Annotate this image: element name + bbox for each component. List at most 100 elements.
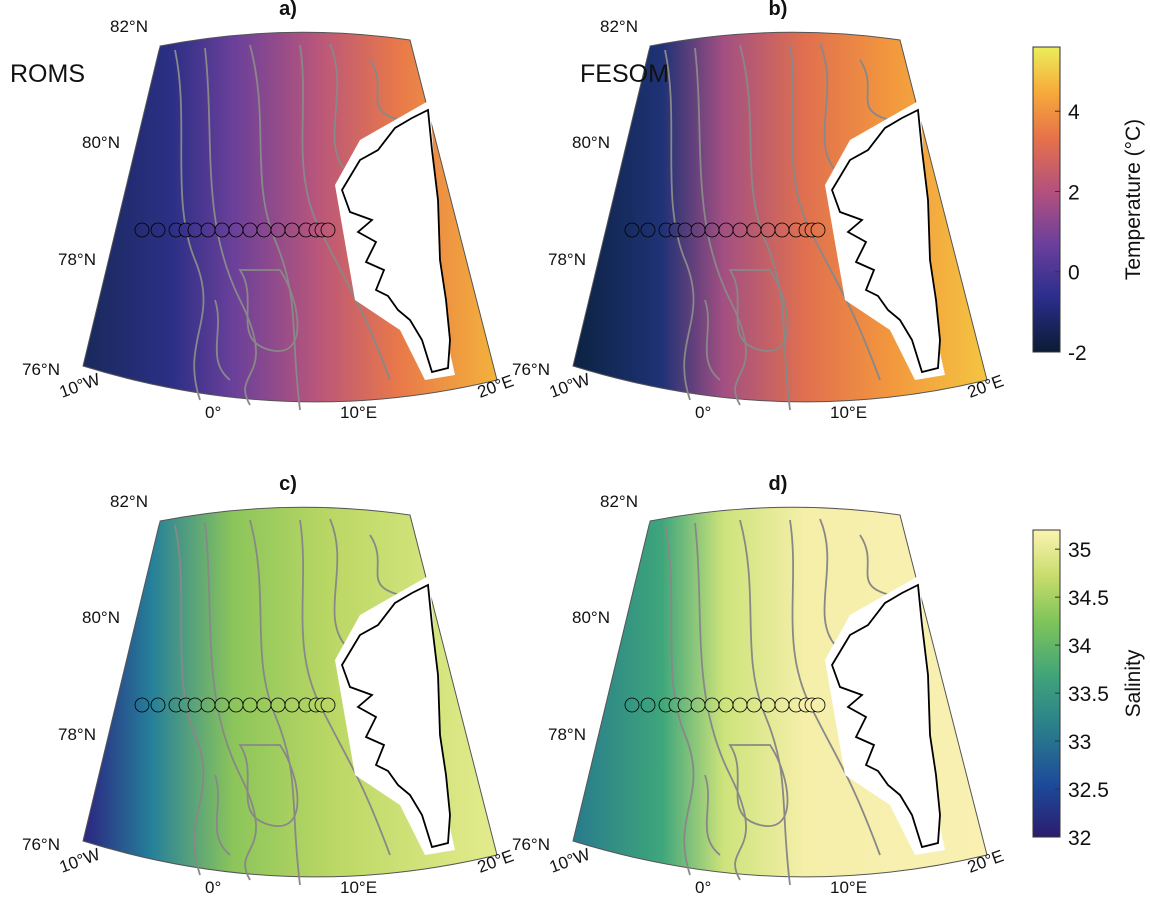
bathymetry-contour [369,534,401,596]
bathymetry-contour [214,774,231,856]
colorbar-tick-label: -2 [1068,342,1087,365]
station [270,222,286,238]
bathymetry-contour [204,47,257,406]
station [760,222,776,238]
lat-label: 76°N [22,835,60,854]
station [690,697,706,713]
bathymetry-contour [728,744,789,827]
station [320,697,336,713]
lat-label: 82°N [110,492,148,511]
station [284,697,300,713]
lon-label: 10°W [547,370,593,402]
colorbar-label: Temperature (°C) [1122,119,1145,280]
lat-label: 78°N [58,725,96,744]
station [228,697,244,713]
bathymetry-contour [664,49,695,401]
lat-label: 76°N [22,360,60,379]
colorbar-tick-label: 34 [1068,635,1092,658]
station [150,697,166,713]
lon-label: 10°W [57,370,103,402]
station [677,222,693,238]
lon-label: 10°E [830,878,867,897]
lat-label: 76°N [512,835,550,854]
station [810,697,826,713]
station [242,222,258,238]
lat-label: 78°N [548,250,586,269]
station [187,697,203,713]
bathymetry-contour [214,299,231,381]
station [284,222,300,238]
bathymetry-contour [739,519,791,886]
bathymetry-contour [694,47,747,406]
station [624,222,640,238]
station [150,222,166,238]
panel-label: a) [279,0,297,20]
ice-edge [88,521,160,675]
ice-edge [578,46,650,200]
model-label: FESOM [580,60,669,88]
station [270,697,286,713]
bathymetry-contour [739,44,791,411]
colorbar-tick-label: 4 [1068,101,1080,124]
station [200,697,216,713]
colorbar-label: Salinity [1122,649,1145,717]
lat-label: 80°N [82,133,120,152]
station [214,222,230,238]
bathymetry-contour [174,524,205,876]
lon-label: 0° [695,403,711,422]
station [718,222,734,238]
bathymetry-contour [859,59,891,121]
model-label: ROMS [10,60,85,88]
lat-label: 80°N [572,133,610,152]
panel-label: c) [279,473,297,495]
station [256,697,272,713]
bathymetry-contour [329,43,346,171]
station [677,697,693,713]
lat-label: 82°N [600,492,638,511]
lon-label: 0° [205,403,221,422]
station [187,222,203,238]
lon-label: 10°E [340,403,377,422]
bathymetry-contour [819,43,836,171]
station [746,697,762,713]
colorbar [1032,46,1061,353]
colorbar-tick-label: 32.5 [1068,779,1109,802]
station [242,697,258,713]
lon-label: 0° [205,878,221,897]
bathymetry-contour [204,522,257,881]
svalbard [341,108,451,374]
ice-edge [88,46,160,200]
bathymetry-contour [819,518,836,646]
station [134,222,150,238]
lon-label: 10°E [830,403,867,422]
svalbard [831,583,941,849]
station [774,697,790,713]
lat-label: 80°N [572,608,610,627]
station [640,697,656,713]
panel-label: b) [769,0,788,20]
bathymetry-contour [249,44,301,411]
station [810,222,826,238]
station [760,697,776,713]
bathymetry-contour [704,774,721,856]
bathymetry-contour [728,269,789,352]
colorbar-tick-label: 2 [1068,181,1080,204]
bathymetry-contour [664,524,695,876]
lat-label: 80°N [82,608,120,627]
colorbar-tick-label: 34.5 [1068,587,1109,610]
station [640,222,656,238]
bathymetry-contour [369,59,401,121]
lat-label: 78°N [548,725,586,744]
lon-label: 0° [695,878,711,897]
colorbar-tick-label: 35 [1068,539,1091,562]
panel-label: d) [769,473,788,495]
colorbar [1032,529,1061,838]
station [690,222,706,238]
bathymetry-contour [238,269,299,352]
bathymetry-contour [694,522,747,881]
station [134,697,150,713]
station [200,222,216,238]
colorbar-tick-label: 33 [1068,731,1091,754]
bathymetry-contour [329,518,346,646]
